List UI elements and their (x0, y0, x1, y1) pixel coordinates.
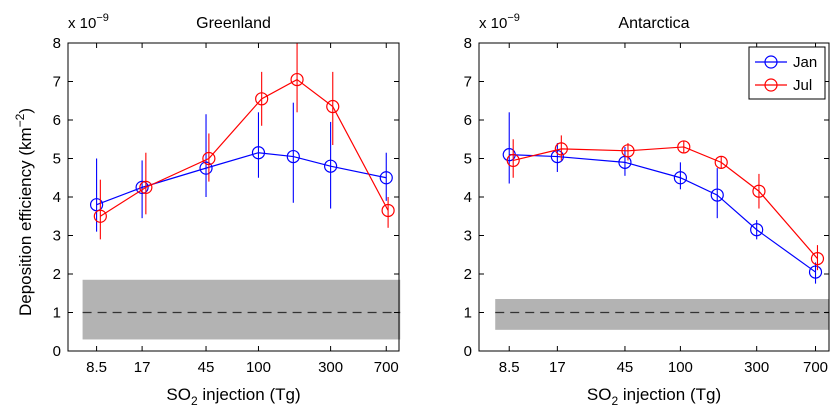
series-jul-point (714, 155, 728, 169)
y-tick-label: 7 (53, 74, 61, 91)
series-jul-point (202, 151, 216, 166)
x-tick-label: 8.5 (86, 359, 107, 376)
x-tick-label: 17 (549, 359, 566, 376)
y-tick-label: 5 (53, 151, 61, 168)
background-band (495, 299, 830, 330)
y-tick-label: 8 (464, 35, 472, 52)
y-tick-label: 1 (53, 305, 61, 322)
x-tick-label: 300 (744, 359, 769, 376)
legend-marker-jul (764, 78, 778, 92)
x-tick-label: 100 (246, 359, 271, 376)
series-jul-point (506, 153, 520, 168)
series-jan-point (89, 198, 104, 212)
x-axis-label: SO2 injection (Tg) (587, 385, 721, 408)
chart-title: Antarctica (618, 15, 689, 32)
series-jan-point (710, 188, 724, 202)
series-jan-point (199, 161, 213, 175)
y-tick-label: 4 (464, 189, 472, 206)
background-band (82, 279, 401, 340)
series-jul-point (139, 180, 153, 194)
series-jan-point (550, 149, 564, 164)
series-jan-point (750, 223, 764, 237)
x-tick-label: 100 (668, 359, 693, 376)
y-scale-factor: x 10−9 (479, 12, 520, 32)
y-tick-label: 2 (464, 266, 472, 283)
series-jul-point (677, 140, 691, 154)
series-jan-point (251, 146, 266, 160)
series-jul-line (100, 78, 389, 217)
series-jan-line (96, 152, 387, 206)
x-tick-label: 300 (318, 359, 343, 376)
y-tick-label: 1 (464, 305, 472, 322)
y-tick-label: 8 (53, 35, 61, 52)
chart-title: Greenland (196, 15, 271, 32)
y-tick-label: 4 (53, 189, 61, 206)
series-jul-point (326, 99, 340, 114)
legend: Jan Jul (748, 46, 826, 100)
series-jan-line (509, 154, 816, 273)
y-tick-label: 6 (53, 112, 61, 129)
x-axis-label: SO2 injection (Tg) (166, 385, 300, 408)
y-tick-label: 5 (464, 151, 472, 168)
y-tick-label: 6 (464, 112, 472, 129)
legend-label-jan: Jan (793, 54, 817, 71)
series-jan-point (673, 171, 687, 185)
series-jan-point (379, 171, 393, 185)
legend-box (748, 46, 826, 100)
series-jan-point (135, 180, 149, 194)
series-jul-point (290, 72, 304, 87)
y-axis-label: Deposition efficiency (km−2) (13, 108, 35, 316)
y-tick-label: 3 (53, 228, 61, 245)
legend-label-jul: Jul (793, 77, 812, 94)
y-tick-label: 2 (53, 266, 61, 283)
series-jan-point (808, 265, 823, 279)
x-tick-label: 700 (374, 359, 399, 376)
series-jul-point (381, 203, 395, 218)
x-tick-label: 8.5 (499, 359, 520, 376)
series-jan-point (324, 159, 338, 173)
series-jul-line (513, 146, 818, 259)
x-tick-label: 45 (198, 359, 215, 376)
y-tick-label: 0 (464, 343, 472, 360)
series-jul-point (554, 142, 568, 156)
series-jul-point (621, 144, 635, 158)
x-tick-label: 45 (617, 359, 634, 376)
legend-marker-jan (764, 55, 778, 69)
series-jul-point (255, 92, 269, 106)
x-tick-label: 700 (803, 359, 828, 376)
y-tick-label: 0 (53, 343, 61, 360)
y-scale-factor: x 10−9 (68, 12, 109, 32)
x-tick-label: 17 (134, 359, 151, 376)
y-tick-label: 3 (464, 228, 472, 245)
series-jul-point (93, 209, 107, 223)
y-tick-label: 7 (464, 74, 472, 91)
series-jul-point (810, 252, 825, 266)
series-jan-point (286, 149, 300, 164)
series-jul-point (752, 184, 766, 198)
